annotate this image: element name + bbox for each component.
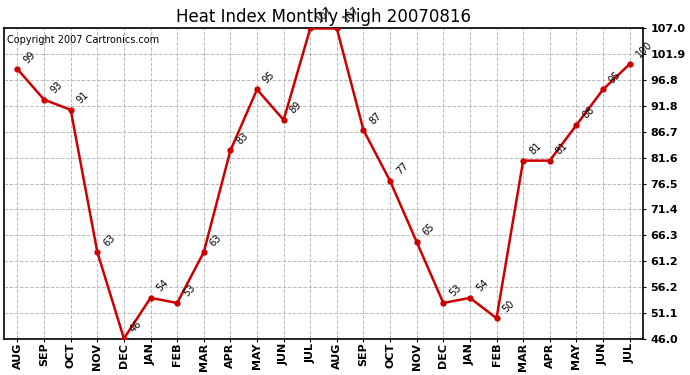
Text: 46: 46 bbox=[128, 319, 144, 334]
Text: 65: 65 bbox=[421, 222, 437, 238]
Title: Heat Index Monthly High 20070816: Heat Index Monthly High 20070816 bbox=[176, 8, 471, 26]
Text: 93: 93 bbox=[48, 80, 64, 96]
Text: 99: 99 bbox=[21, 49, 37, 65]
Text: 87: 87 bbox=[368, 110, 384, 126]
Text: 81: 81 bbox=[554, 141, 570, 156]
Text: 81: 81 bbox=[527, 141, 543, 156]
Text: 83: 83 bbox=[235, 130, 250, 146]
Text: Copyright 2007 Cartronics.com: Copyright 2007 Cartronics.com bbox=[8, 34, 159, 45]
Text: 53: 53 bbox=[181, 283, 197, 299]
Text: 50: 50 bbox=[501, 298, 517, 314]
Text: 91: 91 bbox=[75, 90, 90, 106]
Text: 95: 95 bbox=[607, 69, 623, 86]
Text: 89: 89 bbox=[288, 100, 304, 116]
Text: 100: 100 bbox=[634, 40, 654, 60]
Text: 54: 54 bbox=[155, 278, 170, 294]
Text: 95: 95 bbox=[262, 69, 277, 86]
Text: 88: 88 bbox=[580, 105, 596, 121]
Text: 107: 107 bbox=[315, 4, 335, 24]
Text: 63: 63 bbox=[208, 232, 224, 248]
Text: 63: 63 bbox=[101, 232, 117, 248]
Text: 107: 107 bbox=[341, 4, 361, 24]
Text: 77: 77 bbox=[394, 161, 410, 177]
Text: 54: 54 bbox=[474, 278, 490, 294]
Text: 53: 53 bbox=[448, 283, 463, 299]
